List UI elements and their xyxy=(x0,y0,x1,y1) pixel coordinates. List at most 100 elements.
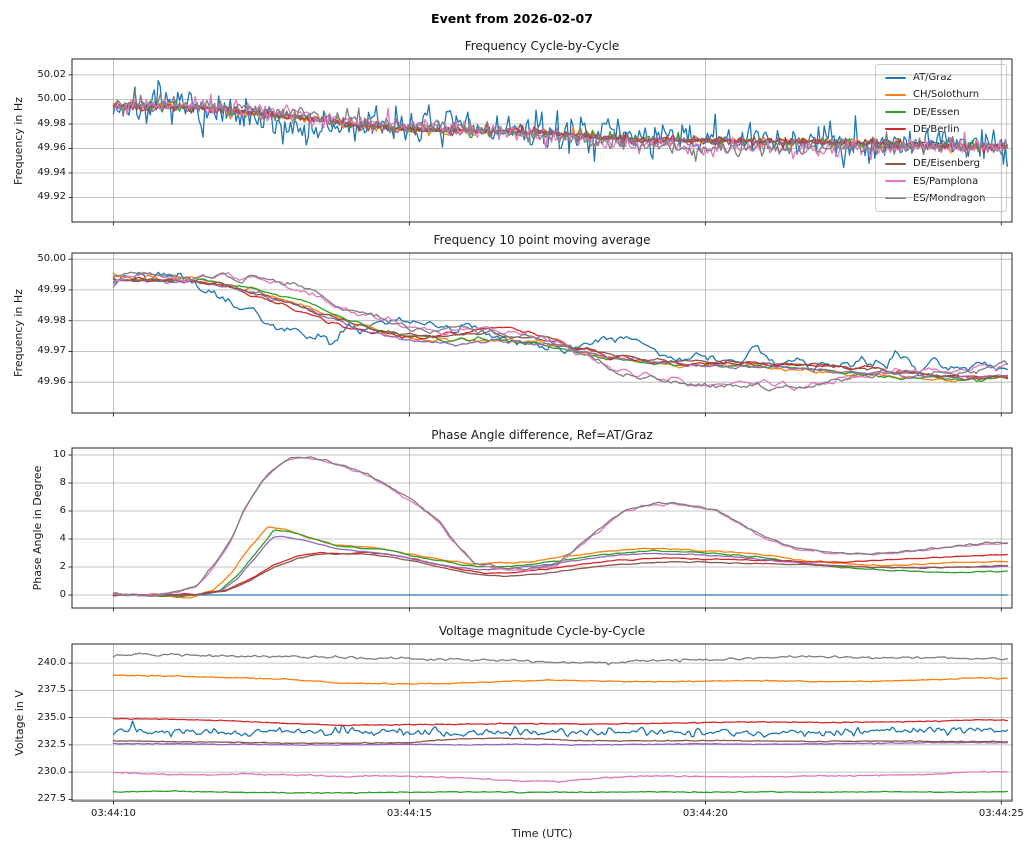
series-DE-Eisenberg xyxy=(112,276,1008,381)
subplot-title: Frequency Cycle-by-Cycle xyxy=(464,39,620,53)
series-AT-Graz xyxy=(112,271,1008,376)
figure-title: Event from 2026-02-07 xyxy=(431,11,593,26)
y-tick-label: 50.00 xyxy=(37,93,66,105)
y-tick-label: 49.96 xyxy=(37,142,66,154)
legend-entry: DE/Essen xyxy=(885,107,997,118)
plot-area xyxy=(68,447,1013,612)
legend-line-swatch xyxy=(885,145,906,148)
y-tick-label: 8 xyxy=(59,476,66,488)
legend-line-swatch xyxy=(885,76,906,79)
y-tick-label: 49.98 xyxy=(37,314,66,326)
y-axis-label: Frequency in Hz xyxy=(12,289,25,377)
legend-label: DE/Eisenberg xyxy=(913,158,980,170)
y-tick-label: 49.97 xyxy=(37,345,66,357)
series-DE-Stade xyxy=(112,102,1008,153)
y-axis-label: Voltage in V xyxy=(13,689,26,756)
y-axis-label: Frequency in Hz xyxy=(12,96,25,185)
series-ES-Pamplona xyxy=(112,770,1008,783)
legend-entry: DE/Eisenberg xyxy=(885,158,997,169)
series-CH-Solothurn xyxy=(112,272,1008,383)
y-tick-label: 49.92 xyxy=(37,191,66,203)
series-ES-Mondragon xyxy=(112,271,1008,392)
series-DE-Essen xyxy=(112,529,1008,598)
y-tick-label: 4 xyxy=(59,532,66,544)
series-DE-Eisenberg xyxy=(112,737,1008,745)
series-ES-Mondragon xyxy=(112,652,1008,666)
y-tick-label: 49.94 xyxy=(37,166,66,178)
legend-label: DE/Stade xyxy=(913,141,960,153)
legend-label: AT/Graz xyxy=(913,72,952,83)
legend-line-swatch xyxy=(885,93,906,96)
y-tick-label: 237.5 xyxy=(37,684,66,696)
series-DE-Berlin xyxy=(112,717,1008,727)
legend-entry: AT/Graz xyxy=(885,72,997,83)
y-tick-label: 235.0 xyxy=(37,711,66,723)
x-tick-label: 03:44:20 xyxy=(682,808,728,819)
legend-line-swatch xyxy=(885,197,906,200)
x-tick-label: 03:44:10 xyxy=(90,808,136,819)
subplot-title: Phase Angle difference, Ref=AT/Graz xyxy=(431,428,653,442)
legend-line-swatch xyxy=(885,180,906,183)
series-DE-Stade xyxy=(112,741,1008,746)
series-ES-Mondragon xyxy=(112,90,1008,162)
y-tick-label: 50.02 xyxy=(37,68,66,80)
series-DE-Essen xyxy=(112,790,1008,794)
y-tick-label: 240.0 xyxy=(37,657,66,669)
series-ES-Pamplona xyxy=(112,457,1008,597)
series-DE-Eisenberg xyxy=(112,101,1008,152)
x-tick-label: 03:44:25 xyxy=(978,808,1024,819)
legend-label: DE/Essen xyxy=(913,106,960,118)
legend-label: CH/Solothurn xyxy=(913,89,980,101)
y-tick-label: 232.5 xyxy=(37,738,66,750)
legend-entry: CH/Solothurn xyxy=(885,89,997,100)
series-AT-Graz xyxy=(112,79,1008,169)
legend-entry: DE/Stade xyxy=(885,141,997,152)
series-DE-Essen xyxy=(112,278,1008,382)
y-tick-label: 49.99 xyxy=(37,283,66,295)
legend-line-swatch xyxy=(885,128,906,131)
y-tick-label: 0 xyxy=(59,588,66,600)
series-DE-Berlin xyxy=(112,276,1008,378)
plot-area xyxy=(68,643,1013,805)
series-ES-Pamplona xyxy=(112,93,1008,161)
series-CH-Solothurn xyxy=(112,99,1008,154)
series-DE-Stade xyxy=(112,278,1008,380)
legend: AT/Graz CH/Solothurn DE/Essen DE/Berlin DE/S… xyxy=(875,64,1007,212)
series-CH-Solothurn xyxy=(112,674,1008,686)
series-DE-Eisenberg xyxy=(112,552,1008,596)
legend-entry: DE/Berlin xyxy=(885,124,997,135)
series-AT-Graz xyxy=(112,720,1008,738)
plot-area xyxy=(68,252,1013,417)
x-tick-label: 03:44:15 xyxy=(386,808,432,819)
y-tick-label: 2 xyxy=(59,560,66,572)
legend-entry: ES/Pamplona xyxy=(885,176,997,187)
series-ES-Mondragon xyxy=(112,456,1008,597)
series-DE-Berlin xyxy=(112,100,1008,154)
y-axis-label: Phase Angle in Degree xyxy=(31,465,44,591)
subplot-title: Voltage magnitude Cycle-by-Cycle xyxy=(438,624,646,638)
series-DE-Essen xyxy=(112,100,1008,153)
y-tick-label: 50.00 xyxy=(37,253,66,265)
y-tick-label: 6 xyxy=(59,504,66,516)
y-tick-label: 10 xyxy=(53,448,66,460)
y-tick-label: 49.98 xyxy=(37,117,66,129)
legend-label: DE/Berlin xyxy=(913,123,960,135)
series-ES-Pamplona xyxy=(112,271,1008,391)
series-DE-Stade xyxy=(112,535,1008,597)
subplot-title: Frequency 10 point moving average xyxy=(433,233,651,247)
legend-label: ES/Mondragon xyxy=(913,192,986,204)
x-axis-label: Time (UTC) xyxy=(511,827,573,840)
legend-label: ES/Pamplona xyxy=(913,175,979,187)
legend-entry: ES/Mondragon xyxy=(885,193,997,204)
y-tick-label: 227.5 xyxy=(37,793,66,805)
legend-line-swatch xyxy=(885,111,906,114)
y-tick-label: 230.0 xyxy=(37,766,66,778)
series-CH-Solothurn xyxy=(112,526,1008,599)
legend-line-swatch xyxy=(885,162,906,165)
y-tick-label: 49.96 xyxy=(37,376,66,388)
